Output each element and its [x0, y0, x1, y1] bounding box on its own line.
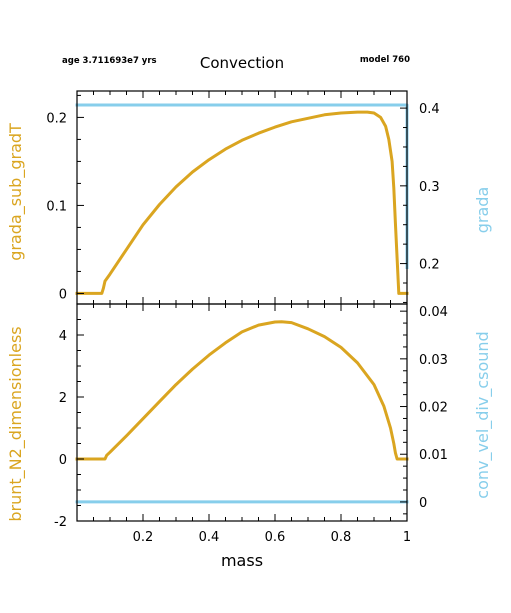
model-label: model 760 [360, 55, 410, 65]
top-right-ylabel: grada [473, 187, 492, 234]
chart-title: Convection [200, 54, 284, 72]
bottom-series-left-line [75, 320, 409, 461]
age-label: age 3.711693e7 yrs [62, 56, 157, 66]
panel-top: 0 0.1 0.2 0.2 0.3 0.4 [46, 90, 440, 305]
bottom-left-ylabel: brunt_N2_dimensionless [6, 326, 26, 521]
top-series-left-line [75, 110, 409, 295]
top-left-ylabel: grada_sub_gradT [6, 123, 26, 261]
x-tick-label: 0.4 [199, 530, 220, 545]
x-tick-label: 0.8 [331, 530, 352, 545]
top-left-y-tick-label: 0 [59, 287, 67, 302]
bottom-left-y-tick-label: 4 [59, 329, 67, 344]
top-right-y-tick-label: 0.2 [419, 258, 440, 273]
bottom-left-y-tick-label: -2 [54, 515, 67, 530]
top-plot-frame [76, 90, 408, 305]
bottom-plot-frame [76, 303, 408, 522]
top-right-y-tick-label: 0.4 [419, 102, 440, 117]
panel-bottom: 0.2 0.4 0.6 0.8 1 -2 0 2 4 0 0.01 0.02 0.03 0.04 [54, 303, 448, 545]
bottom-right-y-tick-label: 0.02 [419, 401, 448, 416]
bottom-right-y-tick-label: 0.04 [419, 305, 448, 320]
x-tick-label: 1 [403, 530, 411, 545]
x-tick-label: 0.2 [133, 530, 154, 545]
bottom-right-y-tick-label: 0 [419, 496, 427, 511]
top-series-right-line [75, 103, 409, 269]
bottom-right-y-tick-label: 0.01 [419, 448, 448, 463]
x-axis-label: mass [221, 551, 263, 570]
bottom-right-ylabel: conv_vel_div_csound [473, 331, 493, 498]
bottom-right-y-tick-label: 0.03 [419, 353, 448, 368]
x-tick-label: 0.6 [265, 530, 286, 545]
top-right-y-tick-label: 0.3 [419, 180, 440, 195]
bottom-left-y-tick-label: 0 [59, 453, 67, 468]
top-left-y-tick-label: 0.1 [46, 199, 67, 214]
top-left-y-tick-label: 0.2 [46, 111, 67, 126]
bottom-left-y-tick-label: 2 [59, 391, 67, 406]
